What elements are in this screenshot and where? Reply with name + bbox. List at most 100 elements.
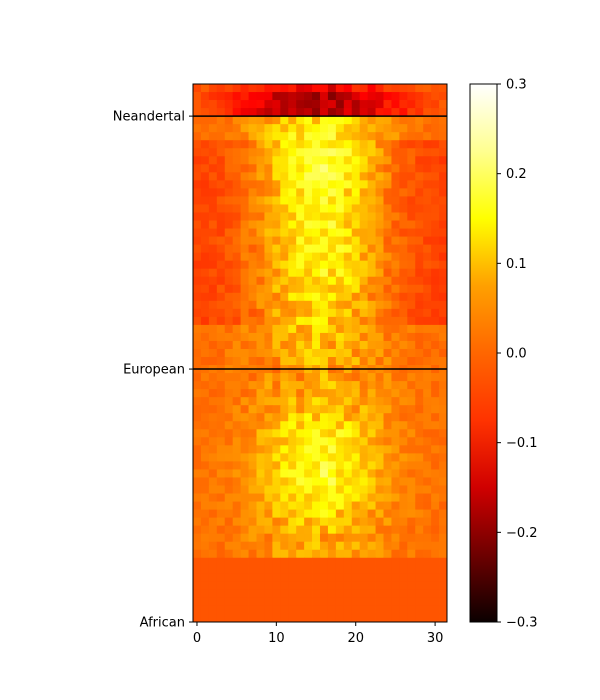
heatmap-cell	[327, 389, 337, 398]
heatmap-cell	[423, 509, 432, 519]
heatmap-cell	[407, 581, 416, 591]
heatmap-cell	[272, 340, 281, 350]
heatmap-cell	[272, 260, 281, 270]
heatmap-cell	[383, 236, 392, 245]
heatmap-cell	[248, 252, 257, 262]
heatmap-cell	[240, 549, 249, 559]
heatmap-cell	[200, 340, 210, 350]
heatmap-cell	[232, 357, 242, 366]
heatmap-cell	[232, 116, 242, 125]
heatmap-cell	[288, 348, 297, 358]
heatmap-cell	[264, 557, 273, 567]
heatmap-cell	[375, 429, 384, 438]
heatmap-cell	[415, 252, 424, 262]
heatmap-cell	[351, 469, 361, 478]
heatmap-cell	[423, 445, 432, 454]
heatmap-cell	[296, 84, 305, 93]
heatmap-cell	[327, 589, 337, 599]
heatmap-cell	[367, 469, 376, 478]
heatmap-cell	[327, 84, 337, 93]
heatmap-cell	[431, 244, 440, 254]
heatmap-cell	[304, 100, 313, 109]
heatmap-cell	[431, 453, 440, 462]
heatmap-cell	[367, 140, 376, 149]
heatmap-cell	[383, 381, 392, 390]
heatmap-cell	[296, 132, 305, 141]
heatmap-cell	[439, 541, 448, 551]
heatmap-cell	[208, 228, 218, 237]
heatmap-cell	[193, 156, 202, 165]
heatmap-cell	[224, 300, 234, 310]
heatmap-cell	[367, 389, 376, 398]
heatmap-cell	[280, 276, 289, 286]
heatmap-cell	[351, 541, 361, 551]
heatmap-cell	[304, 156, 313, 165]
heatmap-cell	[391, 252, 400, 262]
heatmap-cell	[391, 437, 400, 446]
heatmap-cell	[431, 252, 440, 262]
heatmap-cell	[375, 204, 384, 213]
heatmap-cell	[208, 180, 218, 189]
heatmap-cell	[232, 549, 242, 559]
heatmap-cell	[375, 477, 384, 486]
heatmap-cell	[240, 613, 249, 623]
heatmap-cell	[288, 461, 297, 470]
heatmap-cell	[359, 445, 369, 454]
heatmap-cell	[193, 453, 202, 462]
heatmap-cell	[391, 100, 400, 109]
heatmap-cell	[272, 517, 281, 527]
heatmap-cell	[200, 437, 210, 446]
heatmap-cell	[193, 172, 202, 181]
heatmap-cell	[335, 581, 345, 591]
heatmap-cell	[272, 148, 281, 157]
heatmap-cell	[359, 597, 369, 607]
heatmap-cell	[327, 397, 337, 406]
heatmap-cell	[193, 140, 202, 149]
heatmap-cell	[407, 292, 416, 302]
heatmap-cell	[375, 581, 384, 591]
heatmap-cell	[320, 581, 329, 591]
heatmap-cell	[312, 92, 321, 101]
heatmap-cell	[423, 124, 432, 133]
heatmap-cell	[351, 204, 361, 213]
heatmap-cell	[256, 308, 265, 318]
heatmap-cell	[216, 252, 226, 262]
heatmap-cell	[240, 100, 249, 109]
heatmap-cell	[320, 108, 329, 117]
heatmap-cell	[296, 573, 305, 583]
heatmap-cell	[288, 228, 297, 237]
heatmap-cell	[343, 244, 353, 254]
heatmap-cell	[415, 357, 424, 366]
heatmap-cell	[216, 204, 226, 213]
heatmap-cell	[200, 549, 210, 559]
heatmap-cell	[431, 292, 440, 302]
heatmap-cell	[351, 605, 361, 615]
heatmap-cell	[208, 252, 218, 262]
heatmap-cell	[383, 397, 392, 406]
heatmap-cell	[256, 148, 265, 157]
heatmap-cell	[232, 437, 242, 446]
heatmap-cell	[312, 300, 321, 310]
heatmap-cell	[415, 581, 424, 591]
heatmap-cell	[399, 228, 408, 237]
heatmap-cell	[367, 84, 376, 93]
heatmap-cell	[280, 533, 289, 543]
heatmap-cell	[312, 340, 321, 350]
heatmap-cell	[240, 316, 249, 326]
heatmap-cell	[343, 565, 353, 575]
heatmap-cell	[232, 156, 242, 165]
heatmap-cell	[335, 413, 345, 422]
heatmap-cell	[399, 284, 408, 294]
heatmap-cell	[367, 421, 376, 430]
heatmap-cell	[312, 276, 321, 286]
heatmap-cell	[200, 413, 210, 422]
heatmap-cell	[264, 276, 273, 286]
heatmap-cell	[208, 549, 218, 559]
heatmap-cell	[216, 92, 226, 101]
heatmap-cell	[208, 557, 218, 567]
heatmap-cell	[224, 485, 234, 494]
heatmap-cell	[216, 453, 226, 462]
heatmap-cell	[383, 421, 392, 430]
heatmap-cell	[296, 477, 305, 486]
heatmap-cell	[391, 300, 400, 310]
